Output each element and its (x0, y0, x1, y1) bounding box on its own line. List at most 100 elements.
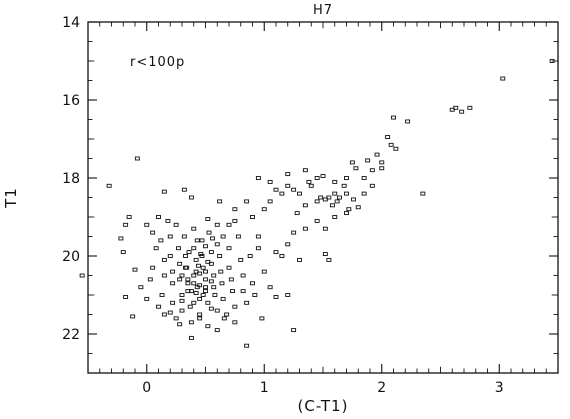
data-point (203, 269, 208, 274)
data-point (185, 281, 191, 286)
data-point (332, 191, 338, 196)
data-point (150, 265, 156, 270)
data-point (173, 316, 179, 321)
data-point (191, 300, 197, 305)
data-point (329, 203, 335, 208)
data-point (247, 254, 253, 258)
data-point (230, 289, 235, 294)
data-point (191, 226, 197, 231)
data-point (232, 218, 238, 223)
data-point (318, 195, 324, 200)
data-point (156, 304, 161, 309)
data-point (224, 312, 230, 317)
data-point (279, 191, 285, 196)
data-point (198, 252, 204, 257)
y-tick-label: 20 (62, 249, 80, 265)
data-point (361, 176, 367, 180)
data-point (191, 246, 197, 251)
data-point (130, 314, 136, 319)
data-point (208, 306, 214, 311)
chart-title: H7 (313, 3, 333, 18)
data-point (405, 119, 411, 124)
data-point (322, 226, 328, 231)
y-tick-label: 16 (62, 93, 80, 109)
data-point (337, 195, 342, 200)
data-points (79, 59, 555, 348)
data-point (177, 261, 183, 266)
data-point (232, 304, 238, 309)
data-point (185, 277, 191, 282)
data-point (259, 316, 265, 321)
data-point (255, 234, 261, 239)
data-point (344, 176, 349, 180)
data-point (297, 257, 302, 262)
data-point (226, 222, 232, 227)
data-point (291, 187, 297, 192)
data-point (208, 250, 214, 255)
data-point (179, 308, 185, 313)
data-point (302, 168, 308, 173)
data-point (123, 295, 129, 299)
data-point (285, 183, 291, 188)
data-point (302, 226, 308, 231)
data-point (228, 277, 234, 282)
data-point (177, 322, 183, 327)
data-point (549, 59, 555, 63)
data-point (244, 199, 250, 204)
data-point (226, 246, 232, 251)
data-point (391, 115, 396, 120)
data-point (188, 320, 194, 325)
data-point (203, 277, 208, 282)
data-point (244, 300, 250, 305)
data-point (170, 269, 176, 274)
data-point (355, 205, 361, 210)
data-point (285, 293, 291, 297)
data-point (332, 215, 338, 219)
x-tick-label: 3 (495, 380, 504, 396)
x-tick-label: 0 (142, 380, 151, 396)
y-tick-label: 22 (62, 327, 80, 343)
data-point (185, 289, 191, 294)
data-point (188, 335, 194, 340)
data-point (170, 300, 176, 305)
data-point (214, 328, 220, 333)
data-point (379, 160, 385, 165)
data-point (250, 215, 255, 219)
data-point (156, 215, 161, 219)
data-point (217, 254, 223, 258)
data-point (210, 236, 216, 241)
data-point (255, 176, 261, 180)
data-point (150, 230, 156, 235)
data-point (349, 160, 355, 165)
data-point (232, 207, 238, 212)
x-tick-label: 1 (260, 380, 269, 396)
data-point (385, 135, 391, 140)
data-point (449, 107, 455, 112)
y-tick-label: 14 (62, 15, 80, 31)
data-point (240, 289, 246, 294)
y-tick-label: 18 (62, 171, 80, 187)
data-point (197, 271, 203, 276)
data-point (320, 174, 326, 179)
data-point (186, 250, 192, 255)
data-point (273, 187, 279, 192)
data-point (238, 257, 244, 262)
data-point (232, 320, 238, 325)
data-point (226, 265, 232, 270)
data-point (144, 296, 150, 301)
data-point (218, 269, 224, 274)
data-point (334, 199, 340, 204)
data-point (365, 158, 371, 163)
data-point (344, 211, 349, 216)
data-point (369, 168, 375, 173)
data-point (267, 199, 273, 204)
data-point (179, 293, 185, 297)
data-point (191, 273, 197, 278)
data-point (188, 195, 194, 200)
data-point (212, 293, 218, 297)
data-point (255, 246, 261, 251)
data-point (176, 246, 181, 251)
data-point (214, 242, 220, 247)
